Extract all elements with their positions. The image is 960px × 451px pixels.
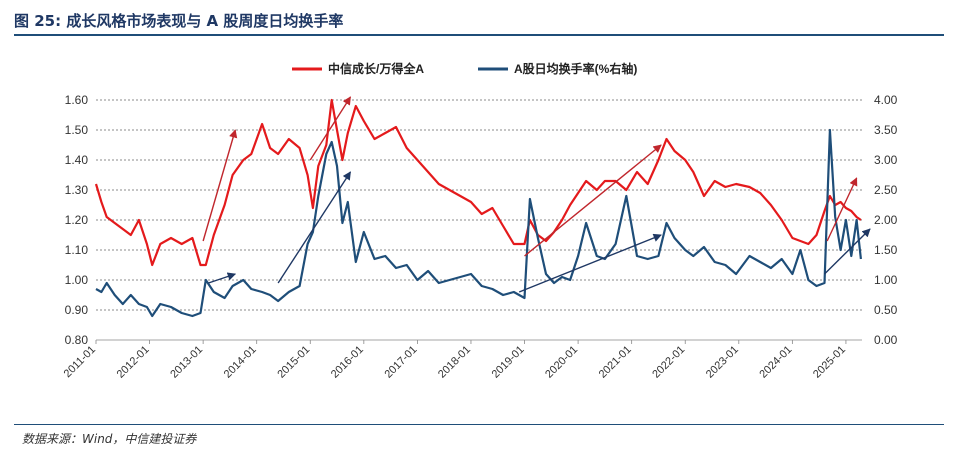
turnover-line [95, 128, 862, 318]
right-tick-label: 2.00 [874, 213, 898, 227]
left-tick-label: 1.20 [65, 213, 89, 227]
x-tick-label: 2016-01 [329, 344, 366, 381]
x-tick-label: 2014-01 [222, 344, 259, 381]
legend-label-turnover: A股日均换手率(%右轴) [514, 61, 637, 76]
right-tick-label: 4.00 [874, 93, 898, 107]
x-tick-label: 2018-01 [436, 344, 473, 381]
left-tick-label: 0.80 [65, 333, 89, 347]
left-tick-label: 1.60 [65, 93, 89, 107]
x-tick-label: 2020-01 [543, 344, 580, 381]
x-tick-label: 2012-01 [115, 344, 152, 381]
figure-header: 图 25: 成长风格市场表现与 A 股周度日均换手率 [14, 6, 944, 36]
x-tick-label: 2021-01 [597, 344, 634, 381]
left-tick-label: 1.10 [65, 243, 89, 257]
trend-arrows [202, 96, 871, 293]
series-layer [94, 98, 862, 318]
x-tick-label: 2013-01 [168, 344, 205, 381]
trend-arrow [309, 96, 352, 161]
right-tick-label: 1.50 [874, 243, 898, 257]
right-tick-label: 2.50 [874, 183, 898, 197]
x-tick-label: 2022-01 [650, 344, 687, 381]
left-tick-label: 1.40 [65, 153, 89, 167]
x-tick-label: 2023-01 [704, 344, 741, 381]
legend-label-growth: 中信成长/万得全A [328, 61, 424, 76]
trend-arrow [826, 177, 858, 242]
right-axis-ticks: 0.00 0.50 1.00 1.50 2.00 2.50 3.00 3.50 4.00 [874, 93, 898, 347]
x-tick-label: 2011-01 [62, 344, 98, 380]
right-tick-label: 0.00 [874, 333, 898, 347]
trend-arrow [202, 129, 238, 242]
left-tick-label: 1.50 [65, 123, 89, 137]
right-tick-label: 3.00 [874, 153, 898, 167]
right-tick-label: 3.50 [874, 123, 898, 137]
right-tick-label: 1.00 [874, 273, 898, 287]
trend-arrow [524, 144, 662, 257]
x-tick-label: 2017-01 [382, 344, 419, 381]
right-tick-label: 0.50 [874, 303, 898, 317]
x-tick-label: 2019-01 [490, 344, 527, 381]
combo-line-chart: 0.80 0.90 1.00 1.10 1.20 1.30 1.40 1.50 1.60 0.0… [62, 61, 898, 381]
x-tick-label: 2024-01 [757, 344, 794, 381]
gridlines [96, 99, 862, 341]
x-tick-label: 2015-01 [275, 344, 312, 381]
trend-arrow [824, 228, 871, 275]
trend-arrow [277, 171, 352, 284]
x-axis-ticks: 2011-01 2012-01 2013-01 2014-01 2015-01 2016-… [62, 340, 848, 381]
figure-title: 图 25: 成长风格市场表现与 A 股周度日均换手率 [14, 12, 344, 30]
growth-ratio-line [94, 98, 862, 267]
trend-arrow [208, 272, 237, 284]
chart-container: 0.80 0.90 1.00 1.10 1.20 1.30 1.40 1.50 1.60 0.0… [0, 40, 960, 420]
left-tick-label: 0.90 [65, 303, 89, 317]
trend-arrow [518, 233, 662, 293]
chart-legend: 中信成长/万得全A A股日均换手率(%右轴) [292, 61, 637, 76]
left-tick-label: 1.00 [65, 273, 89, 287]
x-tick-label: 2025-01 [811, 344, 848, 381]
left-tick-label: 1.30 [65, 183, 89, 197]
left-axis-ticks: 0.80 0.90 1.00 1.10 1.20 1.30 1.40 1.50 1.60 [65, 93, 89, 347]
source-note: 数据来源：Wind，中信建投证券 [22, 432, 197, 446]
footer-divider [14, 424, 944, 425]
